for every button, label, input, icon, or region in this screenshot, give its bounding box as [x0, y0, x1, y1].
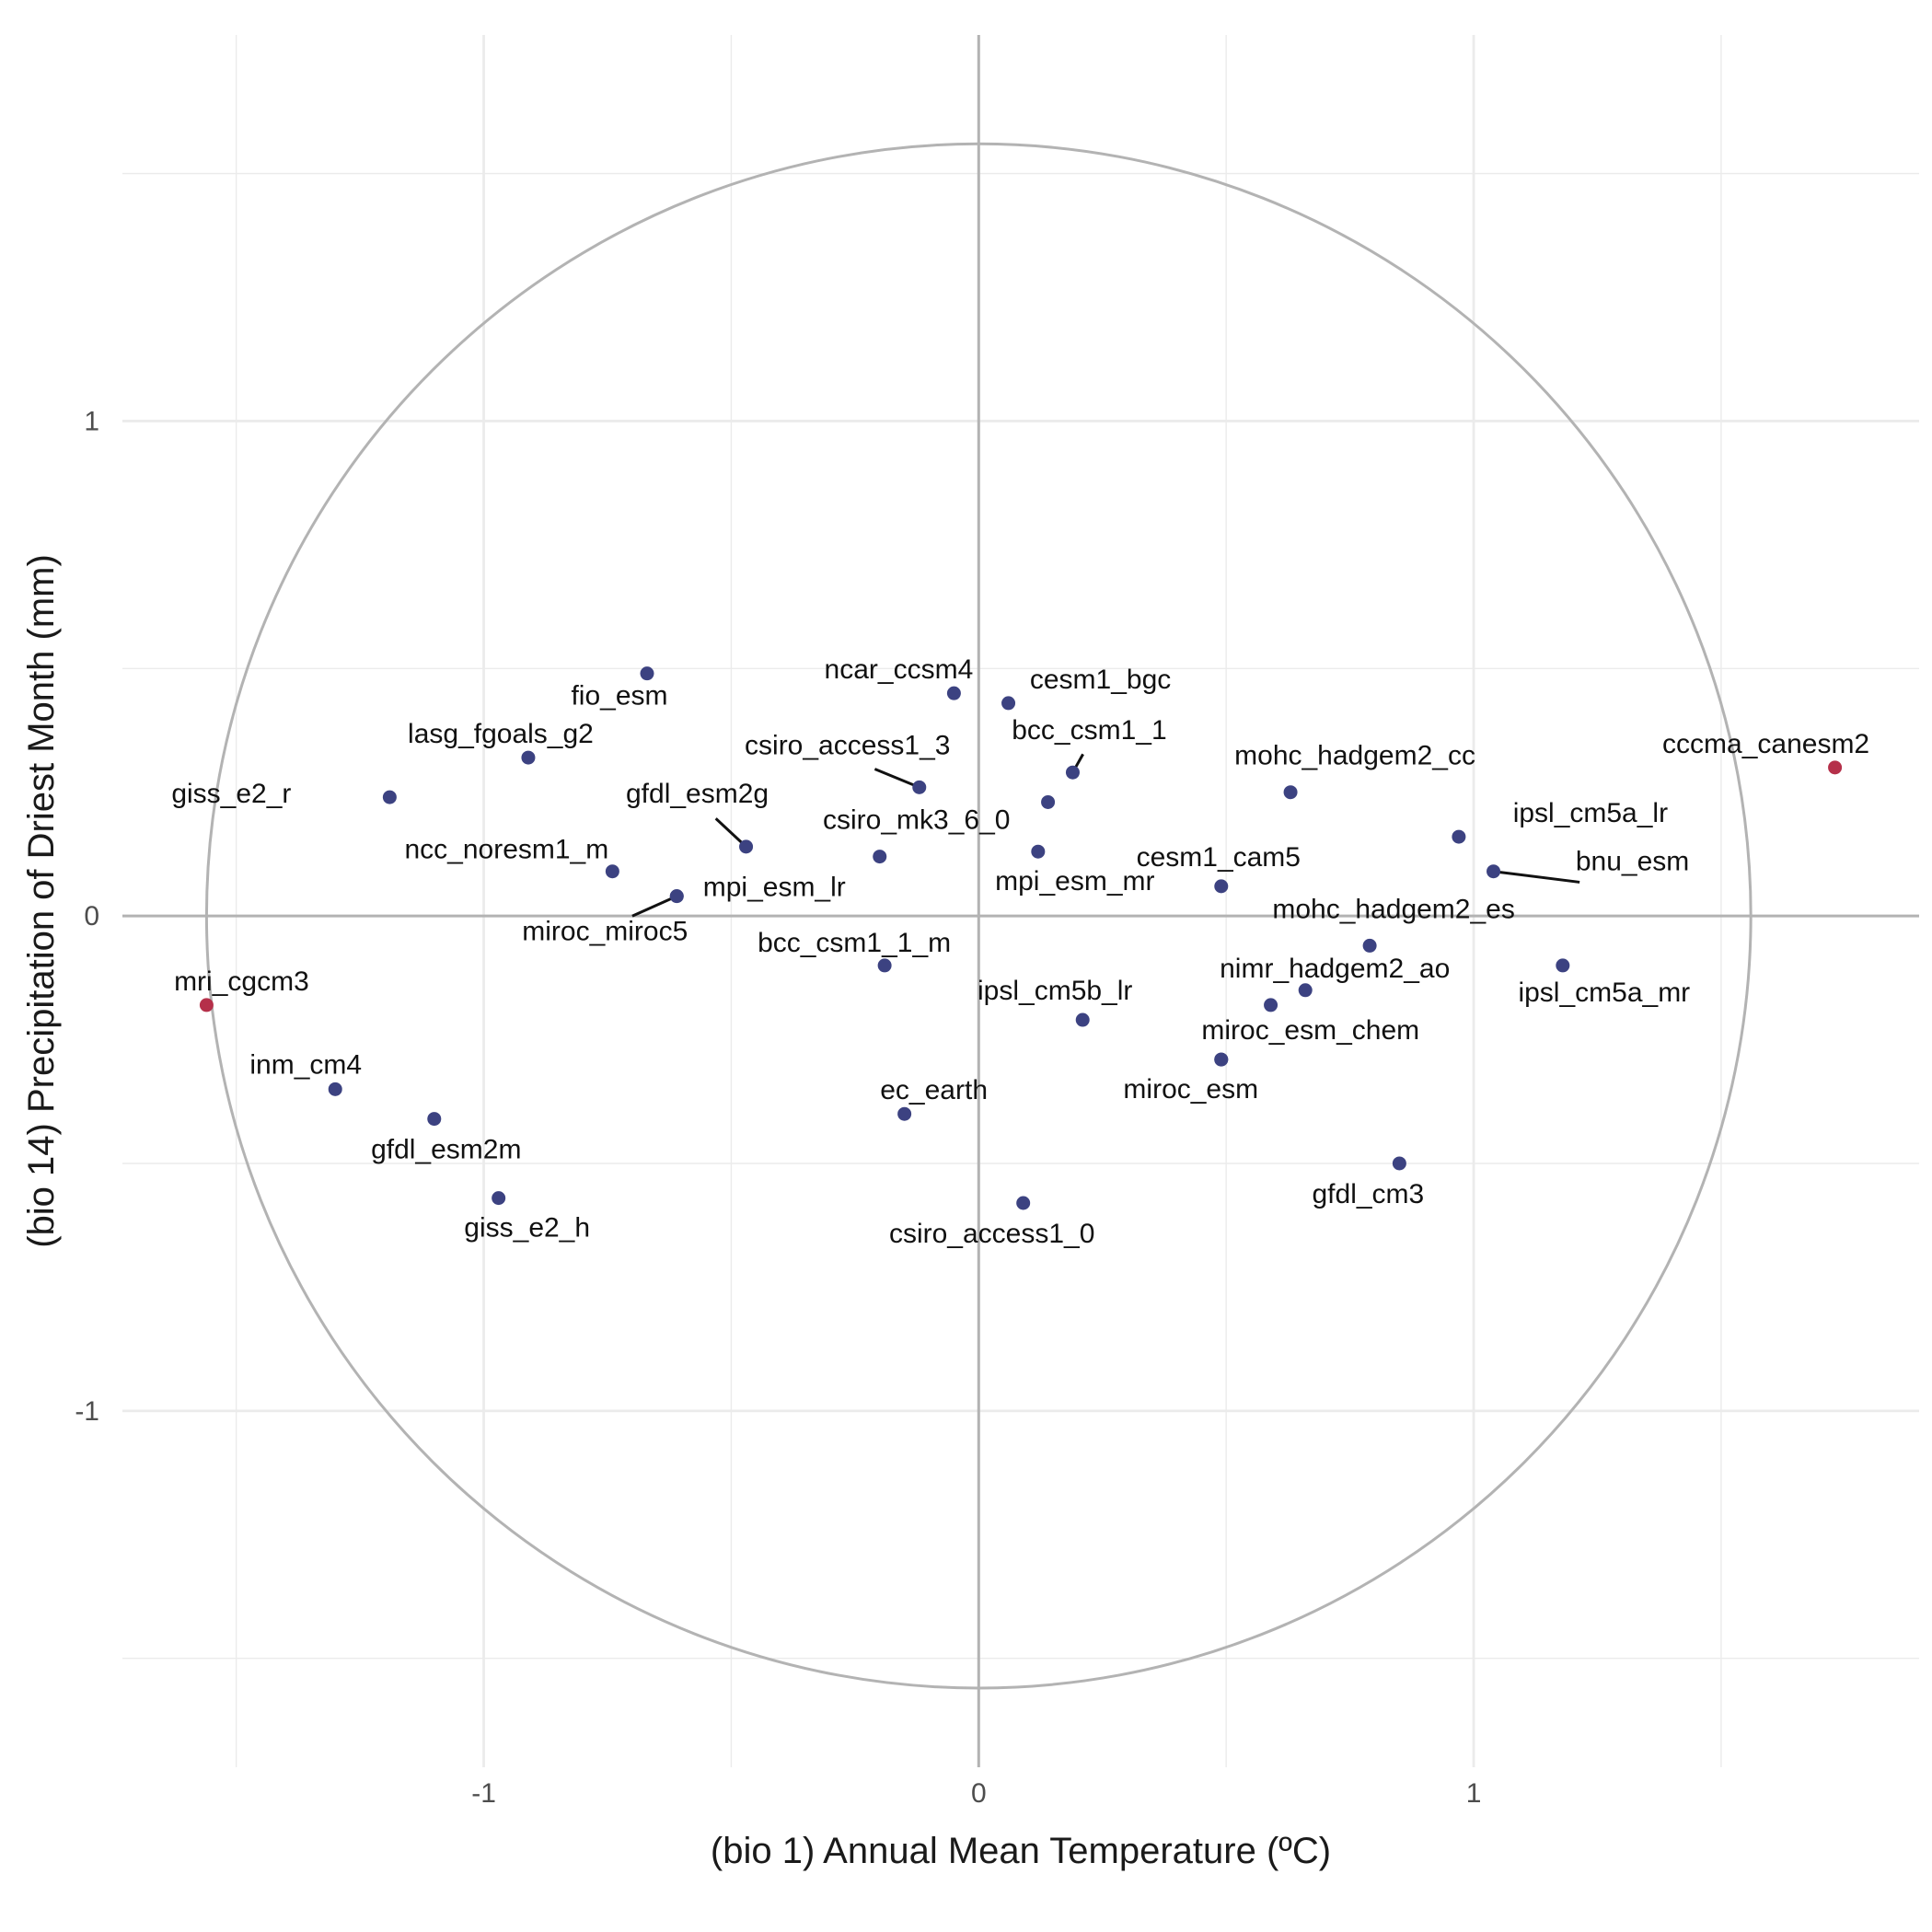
point-label: cesm1_cam5 [1137, 842, 1301, 873]
data-point [1031, 844, 1046, 859]
point-label: miroc_esm [1123, 1074, 1258, 1105]
data-point [873, 850, 887, 864]
data-point [492, 1191, 506, 1206]
point-label: miroc_miroc5 [522, 917, 688, 947]
data-point [1264, 998, 1278, 1012]
data-point [1556, 958, 1570, 973]
point-label: ipsl_cm5a_mr [1518, 978, 1690, 1008]
point-label: bnu_esm [1576, 847, 1689, 877]
point-label: cesm1_bgc [1030, 665, 1171, 695]
data-point [640, 666, 654, 681]
point-label: fio_esm [571, 681, 667, 711]
data-point [1298, 983, 1313, 998]
data-point [1452, 829, 1466, 844]
data-point [912, 780, 927, 794]
point-label: csiro_access1_3 [745, 730, 950, 760]
x-tick-label: 1 [1466, 1778, 1482, 1809]
point-label: nimr_hadgem2_ao [1220, 954, 1450, 984]
label-leader-line [1493, 870, 1580, 884]
data-point [1001, 696, 1016, 711]
point-label: miroc_esm_chem [1201, 1015, 1419, 1046]
point-label: ncar_ccsm4 [825, 654, 974, 685]
data-point [328, 1082, 342, 1096]
data-point [1214, 879, 1229, 894]
point-label: mri_cgcm3 [174, 966, 309, 997]
point-label: mohc_hadgem2_es [1272, 894, 1515, 924]
data-point [1283, 785, 1298, 800]
data-point [669, 889, 684, 904]
data-point [427, 1112, 442, 1127]
label-leader-line [631, 895, 677, 918]
point-label: mohc_hadgem2_cc [1234, 741, 1475, 771]
point-label: gfdl_cm3 [1313, 1179, 1425, 1209]
zero-axes [122, 35, 1919, 1767]
data-point [1075, 1012, 1090, 1027]
data-point [1828, 760, 1843, 775]
point-label: ipsl_cm5a_lr [1513, 798, 1668, 828]
point-labels: fio_esm ncar_ccsm4 cesm1_bgc lasg_fgoals_g2… [171, 654, 1869, 1249]
x-tick-label: -1 [471, 1778, 496, 1809]
data-point [199, 998, 214, 1012]
y-tick-label: -1 [75, 1396, 99, 1427]
data-point [1487, 864, 1501, 879]
data-point [897, 1106, 912, 1121]
data-point [1041, 794, 1056, 809]
data-point [521, 750, 536, 765]
label-leader-line [873, 768, 920, 789]
y-axis-title: (bio 14) Precipitation of Driest Month (… [21, 554, 62, 1248]
data-point [382, 790, 397, 804]
data-point [739, 839, 754, 854]
point-label: giss_e2_h [464, 1213, 590, 1244]
data-point [877, 958, 892, 973]
point-label: bcc_csm1_1_m [758, 928, 951, 958]
data-point [1214, 1052, 1229, 1067]
point-label: inm_cm4 [249, 1049, 362, 1080]
point-label: bcc_csm1_1 [1012, 715, 1166, 746]
data-point [946, 686, 961, 700]
reference-circle-group [204, 142, 1753, 1690]
point-label: csiro_mk3_6_0 [823, 805, 1010, 836]
point-label: gfdl_esm2g [626, 779, 769, 809]
point-label: cccma_canesm2 [1662, 729, 1869, 759]
point-label: gfdl_esm2m [371, 1135, 521, 1165]
point-label: mpi_esm_lr [703, 873, 846, 903]
data-point [1065, 765, 1080, 780]
data-point [1362, 938, 1377, 953]
x-tick-label: 0 [971, 1778, 987, 1809]
point-label: ncc_noresm1_m [404, 835, 608, 865]
point-label: giss_e2_r [171, 779, 291, 809]
x-axis-title: (bio 1) Annual Mean Temperature (ºC) [711, 1831, 1331, 1871]
data-points [199, 666, 1843, 1210]
point-label: csiro_access1_0 [889, 1219, 1094, 1249]
data-point [1016, 1196, 1031, 1210]
y-tick-label: 1 [84, 406, 99, 436]
point-label: ipsl_cm5b_lr [978, 976, 1132, 1006]
point-label: ec_earth [880, 1075, 988, 1105]
point-label: lasg_fgoals_g2 [408, 719, 594, 749]
point-label: mpi_esm_mr [995, 866, 1154, 897]
grid [122, 35, 1919, 1767]
tick-labels: -1 0 1 -1 0 1 [75, 406, 1481, 1809]
data-point [605, 864, 619, 879]
y-tick-label: 0 [84, 901, 99, 931]
reference-circle [204, 142, 1753, 1690]
data-point [1392, 1156, 1406, 1171]
